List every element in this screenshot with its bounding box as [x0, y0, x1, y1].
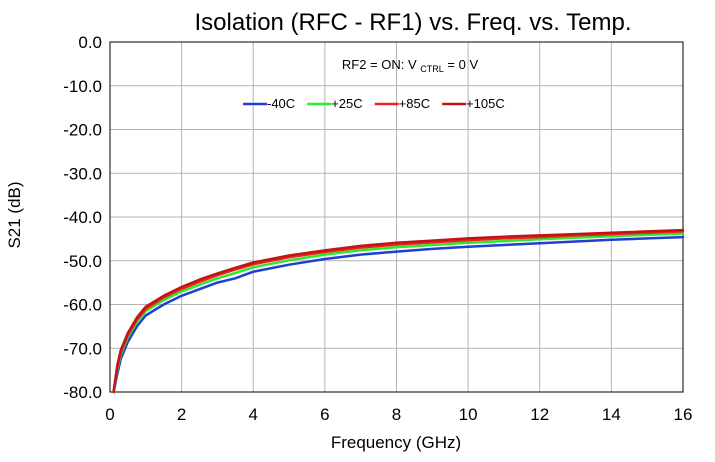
y-tick-label: -80.0 — [63, 383, 102, 402]
legend-label-2: +85C — [399, 96, 430, 111]
x-tick-label: 8 — [392, 405, 401, 424]
x-tick-label: 4 — [249, 405, 258, 424]
chart-title: Isolation (RFC - RF1) vs. Freq. vs. Temp… — [195, 9, 632, 36]
series-line-1 — [112, 232, 685, 394]
series-line-2 — [112, 230, 685, 394]
x-tick-label: 14 — [602, 405, 621, 424]
y-tick-label: -10.0 — [63, 77, 102, 96]
annotation-text: RF2 = ON: V CTRL = 0 V — [342, 57, 479, 75]
y-tick-labels: 0.0 -10.0 -20.0 -30.0 -40.0 -50.0 -60.0 -70.0 -8… — [63, 33, 102, 402]
series-line-3 — [112, 228, 685, 394]
y-tick-label: 0.0 — [78, 33, 102, 52]
legend-label-0: -40C — [267, 96, 295, 111]
annotation-suffix: = 0 V — [447, 57, 478, 72]
x-tick-label: 12 — [530, 405, 549, 424]
x-axis-label: Frequency (GHz) — [331, 433, 461, 452]
annotation-prefix: RF2 = ON: V — [342, 57, 417, 72]
x-tick-label: 2 — [177, 405, 186, 424]
x-tick-label: 10 — [459, 405, 478, 424]
y-tick-label: -20.0 — [63, 121, 102, 140]
x-tick-label: 0 — [105, 405, 114, 424]
y-tick-label: -40.0 — [63, 208, 102, 227]
plot-area — [109, 41, 684, 393]
y-tick-label: -30.0 — [63, 164, 102, 183]
series-line-0 — [112, 235, 685, 394]
y-tick-label: -70.0 — [63, 339, 102, 358]
y-tick-label: -60.0 — [63, 296, 102, 315]
x-tick-label: 16 — [674, 405, 693, 424]
annotation-subscript: CTRL — [420, 64, 444, 74]
y-tick-label: -50.0 — [63, 252, 102, 271]
legend-label-1: +25C — [331, 96, 362, 111]
legend-label-3: +105C — [466, 96, 505, 111]
series-layer — [112, 228, 685, 394]
x-tick-labels: 0 2 4 6 8 10 12 14 16 — [105, 405, 692, 424]
y-axis-label: S21 (dB) — [5, 181, 24, 248]
x-tick-label: 6 — [320, 405, 329, 424]
legend: -40C +25C +85C +105C — [243, 96, 505, 111]
